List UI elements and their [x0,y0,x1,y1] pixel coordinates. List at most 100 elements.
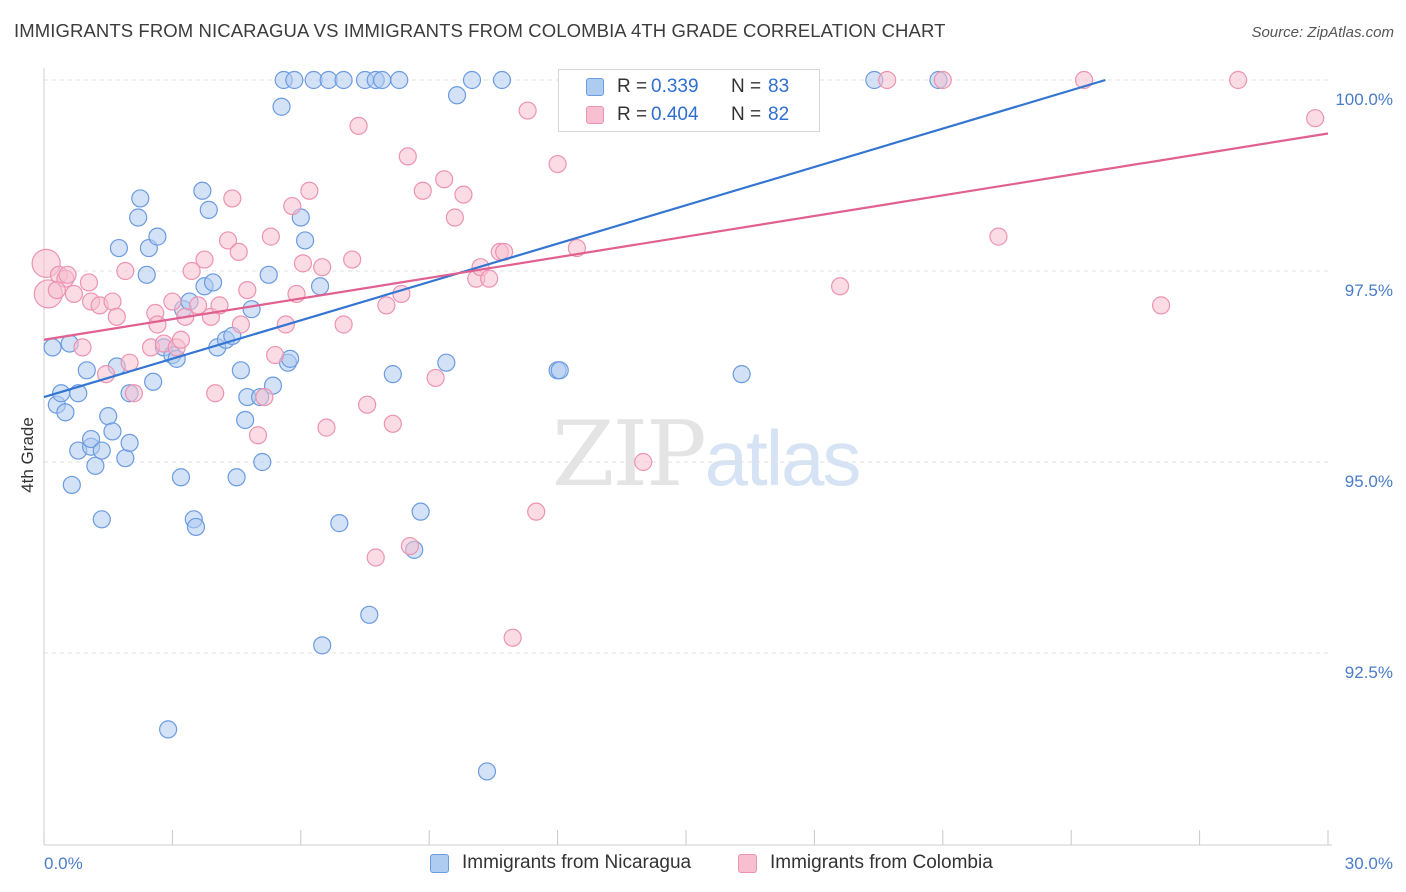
x-tick-label-min: 0.0% [44,854,83,873]
scatter-point [383,365,402,384]
scatter-point [259,265,278,284]
scatter-point [1229,70,1248,90]
legend-row-nicaragua: R = 0.339 N = 83 [559,74,819,102]
series-legend: Immigrants from Nicaragua Immigrants fro… [0,852,1406,878]
y-tick-label: 100.0% [1335,90,1393,109]
scatter-point [989,227,1008,246]
scatter-point [103,292,122,311]
scatter-point [330,514,349,533]
scatter-point [300,181,319,200]
scatter-point [77,361,96,380]
scatter-point [349,116,368,135]
scatter-point [148,315,167,334]
scatter-point [242,300,261,319]
scatter-point [293,254,313,273]
scatter-point [116,261,135,281]
scatter-point [58,265,77,284]
scatter-point [518,101,537,120]
scatter-point [163,292,182,311]
scatter-point [206,384,225,403]
legend-r-value: 0.404 [651,104,699,125]
series-nicaragua [43,70,948,781]
scatter-point [454,185,473,204]
scatter-point [313,258,332,277]
scatter-point [313,636,332,655]
axes [43,68,1332,846]
scatter-point [550,361,569,380]
watermark-zip: ZIP [552,402,707,507]
scatter-point [377,296,396,315]
scatter-point [56,403,75,422]
scatter-point [79,273,99,292]
x-tick-label-max: 30.0% [1345,854,1393,873]
scatter-point [64,284,84,304]
scatter-point [129,208,148,227]
scatter-point [366,548,385,567]
scatter-point [411,502,430,521]
scatter-point [73,338,92,357]
scatter-point [437,353,456,372]
scatter-point [343,250,362,269]
correlation-legend: R = 0.339 N = 83 R = 0.404 N = 82 [558,69,820,132]
scatter-point [92,510,111,529]
scatter-point [390,70,409,90]
scatter-point [103,422,122,441]
scatter-point [295,231,315,250]
scatter-point [413,181,432,200]
series-colombia [31,70,1325,647]
scatter-point [435,170,454,189]
scatter-point [261,227,280,246]
scatter-point [477,762,497,781]
scatter-point [171,468,191,487]
scatter-point [248,426,268,445]
scatter-point [218,231,238,250]
scatter-point [81,429,101,449]
scatter-point [171,330,191,349]
scatter-point [92,441,111,460]
scatter-point [253,452,272,472]
scatter-point [548,154,567,174]
legend-row-colombia: R = 0.404 N = 82 [559,102,819,130]
scatter-point [503,628,522,647]
scatter-point [227,468,246,487]
legend-r-value: 0.339 [651,76,699,97]
legend-label-nicaragua: Immigrants from Nicaragua [462,852,692,873]
scatter-point [229,242,248,261]
legend-label-colombia: Immigrants from Colombia [770,852,993,873]
scatter-point [830,277,850,296]
scatter-point [116,449,135,468]
scatter-point [878,70,897,90]
scatter-point [43,338,62,357]
scatter-point [480,269,499,288]
scatter-point [527,502,546,521]
scatter-point [186,517,206,537]
scatter-point [109,238,129,258]
scatter-point [445,208,464,227]
watermark-atlas: atlas [704,414,862,502]
legend-n-label: N = [731,76,762,97]
scatter-point [159,720,178,739]
scatter-point [99,407,118,426]
scatter-point [281,349,300,368]
scatter-point [310,277,330,296]
scatter-point [1151,296,1171,315]
scatter-point [47,281,66,300]
scatter-point [231,361,250,380]
y-tick-label: 95.0% [1345,472,1393,491]
scatter-point [285,70,304,90]
scatter-point [272,97,291,116]
scatter-point [144,372,163,391]
scatter-point [283,196,302,216]
legend-swatch-colombia [586,106,604,124]
scatter-point [148,227,167,246]
scatter-point [567,238,586,258]
scatter-point [360,605,379,624]
chart-title: IMMIGRANTS FROM NICARAGUA VS IMMIGRANTS … [14,20,946,41]
trend-line [43,78,1106,399]
scatter-point [634,452,653,472]
legend-swatch-nicaragua [586,78,604,96]
legend-r-label: R = [617,76,648,97]
scatter-point [210,296,229,315]
scatter-point [137,265,156,284]
